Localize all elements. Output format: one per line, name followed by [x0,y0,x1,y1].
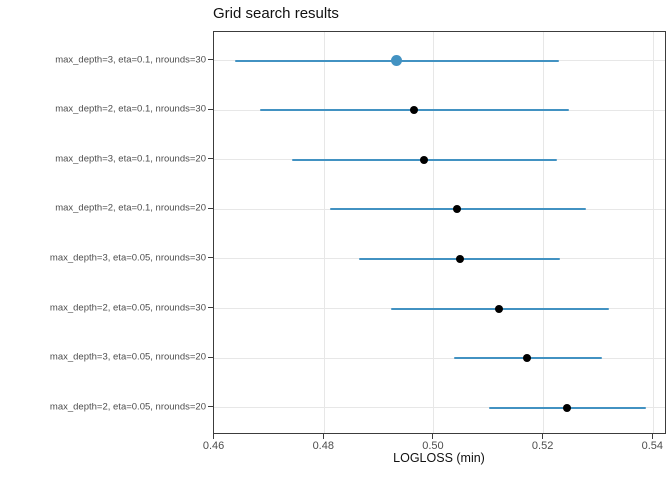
x-tick-label: 0.48 [312,440,334,452]
x-tick-mark [542,434,544,439]
plot-panel [212,30,666,434]
y-tick-mark [208,158,213,160]
y-tick-label: max_depth=3, eta=0.05, nrounds=30 [49,252,206,264]
x-tick-label: 0.52 [531,440,554,452]
v-gridline [433,31,435,433]
y-tick-label: max_depth=3, eta=0.05, nrounds=20 [49,351,206,363]
data-point [562,403,571,412]
data-point [523,354,532,363]
y-tick-label: max_depth=3, eta=0.1, nrounds=20 [55,153,206,165]
y-tick-mark [208,356,213,358]
plot-title: Grid search results [213,5,339,22]
x-tick-label: 0.50 [422,440,444,452]
data-point-highlight [391,55,403,66]
y-tick-mark [208,207,213,209]
y-tick-label: max_depth=2, eta=0.05, nrounds=30 [49,302,206,313]
x-tick-label: 0.54 [641,440,664,452]
y-tick-label: max_depth=3, eta=0.1, nrounds=30 [55,54,206,65]
data-point [495,304,504,313]
y-tick-mark [208,406,213,408]
y-tick-mark [208,59,213,60]
data-point [455,254,464,263]
y-tick-label: max_depth=2, eta=0.05, nrounds=20 [49,401,206,413]
x-axis-title: LOGLOSS (min) [393,451,485,465]
h-gridline [213,357,665,359]
h-gridline [213,407,665,409]
x-tick-mark [213,434,215,439]
data-point [419,155,428,164]
v-gridline [543,31,545,433]
x-tick-mark [432,434,434,439]
y-tick-mark [208,257,213,259]
y-tick-label: max_depth=2, eta=0.1, nrounds=20 [55,202,206,214]
data-point [453,205,461,214]
x-tick-mark [322,434,324,439]
y-tick-label: max_depth=2, eta=0.1, nrounds=30 [55,103,206,115]
v-gridline [652,31,654,433]
v-gridline [323,31,325,433]
data-point [409,106,418,115]
y-tick-mark [208,307,213,308]
x-tick-mark [651,434,653,439]
x-tick-label: 0.46 [202,440,225,452]
y-tick-mark [208,108,213,110]
